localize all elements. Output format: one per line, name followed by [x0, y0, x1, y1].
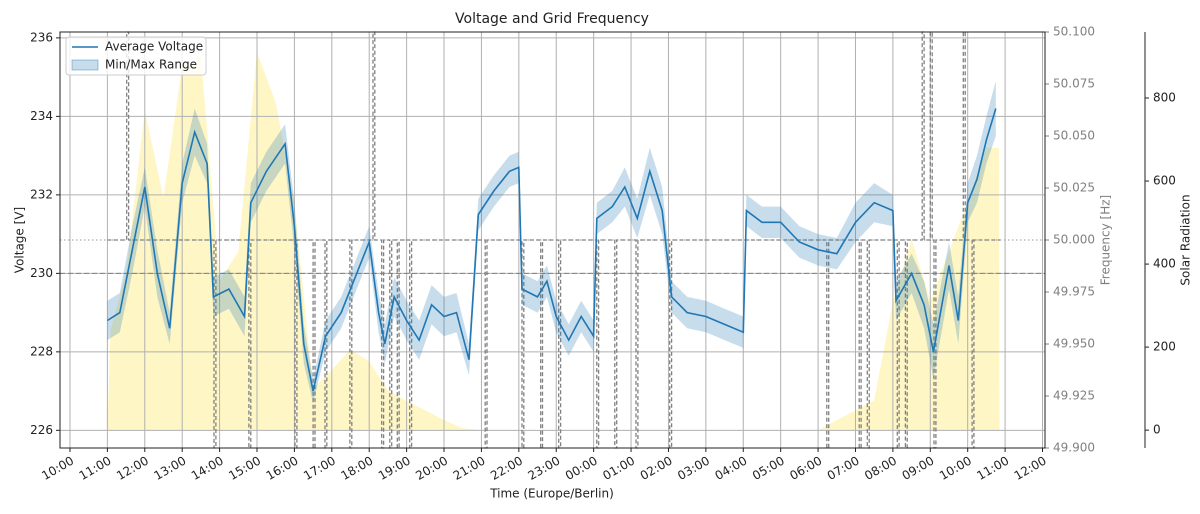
y-tick-label: 232 [30, 187, 53, 201]
y-tick-label: 226 [30, 423, 53, 437]
y2-tick-label: 49.950 [1053, 337, 1095, 351]
y3-tick-label: 400 [1153, 257, 1176, 271]
x-tick-label: 13:00 [151, 454, 188, 483]
y2-axis-label: Frequency [Hz] [1099, 195, 1113, 286]
x-tick-label: 04:00 [713, 454, 750, 483]
x-tick-label: 09:00 [900, 454, 937, 483]
x-tick-label: 00:00 [563, 454, 600, 483]
voltage-line [106, 108, 997, 392]
x-tick-label: 23:00 [526, 454, 563, 483]
y3-tick-label: 800 [1153, 91, 1176, 105]
y2-tick-label: 49.925 [1053, 389, 1095, 403]
x-tick-label: 12:00 [1012, 454, 1049, 483]
plot-frame [59, 31, 1046, 449]
legend-box [65, 36, 207, 76]
y-tick-label: 234 [30, 109, 53, 123]
x-tick-label: 02:00 [638, 454, 675, 483]
x-tick-label: 18:00 [339, 454, 376, 483]
x-tick-label: 05:00 [750, 454, 787, 483]
x-tick-label: 06:00 [787, 454, 824, 483]
x-tick-label: 21:00 [451, 454, 488, 483]
x-tick-label: 12:00 [114, 454, 151, 483]
x-tick-label: 03:00 [675, 454, 712, 483]
x-tick-label: 15:00 [226, 454, 263, 483]
x-tick-label: 01:00 [600, 454, 637, 483]
y-tick-label: 236 [30, 30, 53, 44]
y-tick-label: 228 [30, 344, 53, 358]
legend-label: Average Voltage [105, 40, 203, 54]
y3-tick-label: 200 [1153, 340, 1176, 354]
frequency-line [107, 31, 1001, 449]
y3-tick-label: 600 [1153, 174, 1176, 188]
x-tick-label: 17:00 [301, 454, 338, 483]
x-tick-label: 11:00 [974, 454, 1011, 483]
solar-area [107, 52, 1000, 431]
chart-title: Voltage and Grid Frequency [455, 11, 649, 27]
x-tick-label: 08:00 [862, 454, 899, 483]
x-tick-label: 11:00 [77, 454, 114, 483]
x-tick-label: 10:00 [39, 454, 76, 483]
y3-tick-label: 0 [1153, 423, 1161, 437]
x-tick-label: 20:00 [413, 454, 450, 483]
x-tick-label: 10:00 [937, 454, 974, 483]
x-tick-label: 19:00 [376, 454, 413, 483]
legend-swatch [71, 59, 99, 71]
y2-tick-label: 50.075 [1053, 77, 1095, 91]
x-tick-label: 14:00 [189, 454, 226, 483]
legend: Average Voltage Min/Max Range [65, 36, 207, 76]
y2-tick-label: 49.975 [1053, 285, 1095, 299]
y-tick-label: 230 [30, 266, 53, 280]
legend-label: Min/Max Range [105, 58, 197, 72]
min-max-band [107, 81, 996, 403]
y2-tick-label: 50.000 [1053, 233, 1095, 247]
x-tick-label: 07:00 [825, 454, 862, 483]
x-axis-label: Time (Europe/Berlin) [489, 487, 614, 501]
y2-tick-label: 50.050 [1053, 129, 1095, 143]
x-tick-label: 16:00 [264, 454, 301, 483]
x-tick-label: 22:00 [488, 454, 525, 483]
y2-tick-label: 49.900 [1053, 441, 1095, 455]
y-axis-label: Voltage [V] [13, 207, 27, 273]
y3-axis-label: Solar Radiation [1179, 194, 1193, 285]
y2-tick-label: 50.100 [1053, 25, 1095, 39]
y2-tick-label: 50.025 [1053, 181, 1095, 195]
